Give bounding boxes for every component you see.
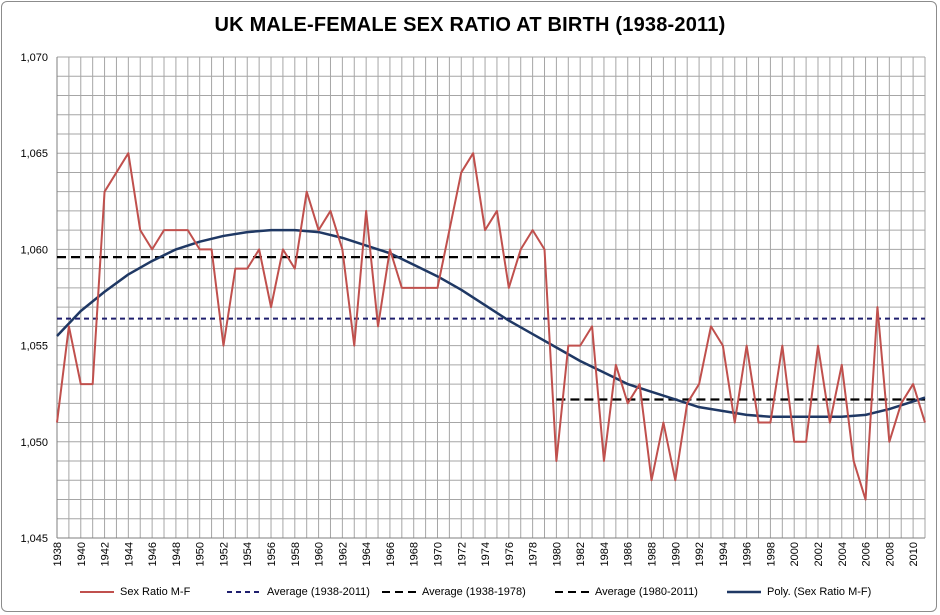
x-tick-label: 2008: [884, 542, 896, 566]
x-tick-label: 1950: [195, 542, 207, 566]
legend-swatch-sex-ratio: [80, 591, 114, 593]
x-tick-label: 1982: [575, 542, 587, 566]
x-tick-label: 2004: [837, 542, 849, 566]
x-tick-label: 1994: [718, 542, 730, 566]
legend-item-average-early: Average (1938-1978): [382, 586, 526, 598]
x-tick-label: 1962: [337, 542, 349, 566]
plot-area: [57, 57, 925, 538]
y-axis-ticks: 1,045 1,050 1,055 1,060 1,065 1,070: [20, 52, 48, 545]
x-tick-label: 1978: [528, 542, 540, 566]
legend-swatch-average-all: [227, 591, 261, 593]
y-tick-label: 1,050: [20, 437, 48, 449]
chart-legend: Sex Ratio M-F Average (1938-2011) Averag…: [0, 584, 940, 606]
chart-title: UK MALE-FEMALE SEX RATIO AT BIRTH (1938-…: [214, 14, 726, 36]
legend-label-average-early: Average (1938-1978): [422, 586, 526, 598]
series-sex-ratio-line: [56, 152, 926, 501]
x-tick-label: 1942: [100, 542, 112, 566]
x-tick-label: 1958: [290, 542, 302, 566]
legend-label-sex-ratio: Sex Ratio M-F: [120, 586, 191, 598]
legend-label-average-late: Average (1980-2011): [595, 586, 698, 598]
x-tick-label: 1940: [76, 542, 88, 566]
legend-item-average-all: Average (1938-2011): [227, 586, 370, 598]
x-tick-label: 2006: [861, 542, 873, 566]
x-tick-label: 1974: [480, 542, 492, 566]
x-tick-label: 1998: [765, 542, 777, 566]
x-tick-label: 1996: [742, 542, 754, 566]
x-tick-label: 1980: [551, 542, 563, 566]
x-tick-label: 1988: [647, 542, 659, 566]
legend-swatch-average-early: [382, 591, 416, 593]
legend-item-average-late: Average (1980-2011): [555, 586, 698, 598]
legend-label-poly-trend: Poly. (Sex Ratio M-F): [767, 586, 872, 598]
x-axis-ticks: 1938 1940 1942 1944 1946 1948 1950 1952 1954 1956…: [52, 542, 920, 566]
x-tick-label: 1960: [314, 542, 326, 566]
x-tick-label: 1956: [266, 542, 278, 566]
y-tick-label: 1,060: [20, 244, 48, 256]
legend-label-average-all: Average (1938-2011): [267, 586, 370, 598]
legend-swatch-poly-trend: [727, 590, 761, 594]
y-tick-label: 1,055: [20, 341, 48, 353]
x-tick-label: 1970: [432, 542, 444, 566]
x-tick-label: 2002: [813, 542, 825, 566]
x-tick-label: 1946: [147, 542, 159, 566]
x-tick-label: 1964: [361, 542, 373, 566]
x-tick-label: 1968: [409, 542, 421, 566]
x-tick-label: 1986: [623, 542, 635, 566]
x-tick-label: 1972: [456, 542, 468, 566]
x-tick-label: 1976: [504, 542, 516, 566]
x-tick-label: 1954: [242, 542, 254, 566]
x-tick-label: 1992: [694, 542, 706, 566]
x-tick-label: 2000: [789, 542, 801, 566]
chart-grid: [56, 56, 926, 539]
x-tick-label: 1990: [670, 542, 682, 566]
y-tick-label: 1,065: [20, 148, 48, 160]
x-tick-label: 1938: [52, 542, 64, 566]
legend-item-poly-trend: Poly. (Sex Ratio M-F): [727, 586, 871, 598]
x-tick-label: 1966: [385, 542, 397, 566]
legend-item-sex-ratio: Sex Ratio M-F: [80, 586, 190, 598]
legend-swatch-average-late: [555, 591, 589, 593]
x-tick-label: 1984: [599, 542, 611, 566]
x-tick-label: 2010: [908, 542, 920, 566]
x-tick-label: 1948: [171, 542, 183, 566]
x-tick-label: 1952: [218, 542, 230, 566]
chart-series: [56, 152, 926, 501]
x-tick-label: 1944: [123, 542, 135, 566]
y-tick-label: 1,070: [20, 52, 48, 64]
y-tick-label: 1,045: [20, 533, 48, 545]
